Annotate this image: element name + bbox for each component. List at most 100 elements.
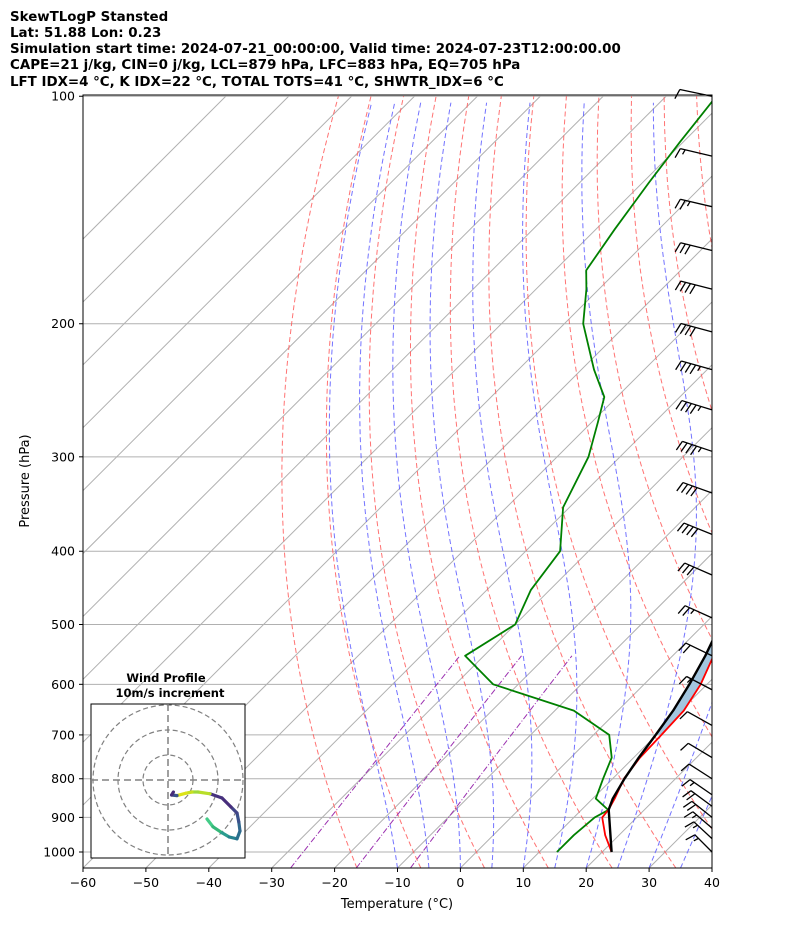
moist-adiabat bbox=[648, 700, 712, 868]
isotherm-line bbox=[271, 426, 712, 868]
barb-flag bbox=[684, 283, 691, 293]
y-axis-ticks: 100 200 300 400 500 600 700 800 900 1000 bbox=[43, 89, 83, 859]
inset-subtitle: 10m/s increment bbox=[116, 686, 225, 700]
wind-barb bbox=[676, 522, 713, 538]
dry-adiabat bbox=[525, 96, 712, 830]
barb-flag bbox=[682, 564, 690, 574]
adiabat-lines bbox=[281, 96, 794, 868]
isotherm-line bbox=[83, 95, 478, 492]
barb-flag bbox=[676, 482, 684, 492]
wind-barb bbox=[681, 779, 713, 796]
isotherm-line bbox=[334, 489, 712, 868]
barb-staff bbox=[688, 763, 713, 780]
isotherm-line bbox=[775, 96, 794, 868]
dry-adiabat bbox=[281, 96, 358, 868]
dry-adiabat bbox=[596, 96, 712, 641]
wind-barb bbox=[674, 148, 713, 159]
wind-barb bbox=[678, 642, 713, 657]
moist-adiabat bbox=[711, 866, 712, 868]
barb-flag bbox=[680, 442, 688, 452]
barb-flag bbox=[684, 325, 692, 336]
barb-flag bbox=[682, 607, 691, 617]
moist-adiabat bbox=[328, 102, 398, 868]
y-tick-label: 400 bbox=[51, 544, 75, 559]
x-tick-label: 0 bbox=[456, 875, 464, 890]
moist-adiabat bbox=[522, 102, 578, 868]
barb-flag bbox=[674, 242, 682, 253]
barb-flag bbox=[674, 198, 681, 209]
wind-barb bbox=[679, 711, 713, 726]
dewpoint-line bbox=[464, 100, 712, 853]
isotherm-line bbox=[83, 95, 227, 240]
barb-flag bbox=[689, 327, 697, 337]
barb-staff bbox=[692, 811, 713, 829]
barb-flag bbox=[682, 790, 692, 798]
isotherm-line bbox=[460, 615, 712, 868]
y-tick-label: 900 bbox=[51, 810, 75, 825]
barb-flag bbox=[674, 148, 681, 159]
barb-flag bbox=[674, 89, 681, 99]
isotherm-line bbox=[83, 95, 541, 555]
barb-flag bbox=[690, 528, 699, 538]
title-line-station: SkewTLogP Stansted bbox=[10, 10, 168, 25]
isotherm-line bbox=[83, 95, 290, 303]
dry-adiabat bbox=[410, 96, 549, 868]
barb-staff bbox=[680, 242, 713, 252]
dry-adiabat bbox=[663, 96, 712, 413]
barb-flag bbox=[680, 483, 689, 494]
sounding-profiles bbox=[464, 100, 712, 853]
title-line-times: Simulation start time: 2024-07-21_00:00:… bbox=[10, 42, 621, 57]
x-tick-label: 10 bbox=[515, 875, 531, 890]
wind-barb bbox=[684, 821, 713, 840]
barb-staff bbox=[687, 742, 713, 759]
wind-barb bbox=[685, 834, 713, 853]
barb-flag bbox=[674, 280, 682, 291]
barb-flag bbox=[684, 821, 695, 828]
y-tick-label: 700 bbox=[51, 727, 75, 742]
barb-flag bbox=[685, 403, 692, 413]
barb-flag bbox=[680, 401, 688, 412]
barb-staff bbox=[680, 280, 713, 290]
barb-flag bbox=[679, 282, 687, 292]
temperature-line bbox=[601, 656, 712, 853]
wind-barb bbox=[675, 399, 713, 415]
dry-adiabat bbox=[696, 96, 712, 251]
wind-barb bbox=[680, 763, 713, 780]
barb-flag bbox=[690, 445, 698, 456]
x-tick-label: 40 bbox=[704, 875, 720, 890]
barb-flag bbox=[676, 522, 685, 532]
dry-adiabat bbox=[762, 96, 794, 868]
isotherm-line bbox=[397, 552, 712, 868]
x-axis-ticks: −60 −50 −40 −30 −20 −10 0 10 20 30 40 bbox=[70, 868, 720, 890]
barb-half-flag bbox=[690, 609, 695, 615]
barb-staff bbox=[680, 198, 713, 208]
wind-barb bbox=[674, 198, 713, 210]
wind-barb bbox=[676, 481, 713, 497]
dry-adiabat bbox=[561, 96, 712, 738]
barb-flag bbox=[685, 485, 693, 495]
wind-barb bbox=[677, 562, 713, 576]
barb-half-flag bbox=[686, 201, 691, 207]
moist-adiabat bbox=[359, 102, 430, 868]
hodograph-segment bbox=[196, 790, 212, 796]
figure-title: SkewTLogP Stansted Lat: 51.88 Lon: 0.23 … bbox=[10, 10, 621, 90]
wind-barbs bbox=[674, 88, 713, 853]
dry-adiabat bbox=[729, 96, 794, 868]
barb-staff bbox=[691, 800, 713, 818]
barb-staff bbox=[693, 821, 713, 840]
x-tick-label: −50 bbox=[133, 875, 159, 890]
barb-staff bbox=[682, 481, 713, 494]
barb-half-flag bbox=[693, 837, 699, 842]
hodograph-segment bbox=[211, 825, 224, 835]
barb-flag bbox=[684, 363, 692, 373]
hodograph-segment bbox=[205, 817, 215, 829]
wind-barb bbox=[674, 280, 713, 295]
parcel-path-line bbox=[607, 639, 712, 853]
title-line-indices: LFT IDX=4 °C, K IDX=22 °C, TOTAL TOTS=41… bbox=[10, 75, 504, 90]
barb-flag bbox=[684, 244, 691, 255]
isotherm-line bbox=[83, 112, 712, 743]
barb-flag bbox=[679, 243, 686, 254]
y-tick-label: 1000 bbox=[43, 844, 75, 859]
barb-flag bbox=[679, 361, 687, 372]
barb-flag bbox=[685, 444, 693, 454]
